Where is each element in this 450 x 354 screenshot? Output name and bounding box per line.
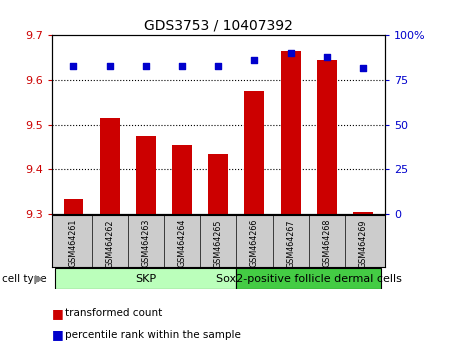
Point	[215, 63, 222, 69]
Point	[70, 63, 77, 69]
Bar	[100, 118, 120, 214]
Point	[179, 63, 186, 69]
Bar	[172, 145, 192, 214]
Text: percentile rank within the sample: percentile rank within the sample	[65, 330, 241, 339]
Bar	[55, 268, 236, 289]
Bar	[353, 212, 373, 214]
Point	[142, 63, 149, 69]
Bar	[281, 51, 301, 214]
Title: GDS3753 / 10407392: GDS3753 / 10407392	[144, 19, 292, 33]
Point	[251, 58, 258, 63]
Text: GSM464264: GSM464264	[178, 219, 187, 267]
Text: transformed count: transformed count	[65, 308, 162, 318]
Point	[360, 65, 367, 70]
Text: GSM464269: GSM464269	[359, 219, 368, 268]
Bar	[236, 268, 381, 289]
Text: GSM464266: GSM464266	[250, 219, 259, 267]
Point	[287, 50, 294, 56]
Point	[106, 63, 113, 69]
Text: GSM464262: GSM464262	[105, 219, 114, 268]
Text: GSM464265: GSM464265	[214, 219, 223, 268]
Bar	[244, 91, 265, 214]
Text: GSM464267: GSM464267	[286, 219, 295, 268]
Text: GSM464261: GSM464261	[69, 219, 78, 267]
Bar	[136, 136, 156, 214]
Bar	[208, 154, 228, 214]
Bar	[317, 60, 337, 214]
Text: ■: ■	[52, 328, 63, 341]
Text: cell type: cell type	[2, 274, 47, 284]
Text: Sox2-positive follicle dermal cells: Sox2-positive follicle dermal cells	[216, 274, 402, 284]
Bar	[63, 199, 83, 214]
Point	[323, 54, 330, 60]
Text: ■: ■	[52, 307, 63, 320]
Text: GSM464268: GSM464268	[322, 219, 331, 267]
Text: GSM464263: GSM464263	[141, 219, 150, 267]
Text: SKP: SKP	[135, 274, 157, 284]
Text: ▶: ▶	[35, 274, 44, 284]
